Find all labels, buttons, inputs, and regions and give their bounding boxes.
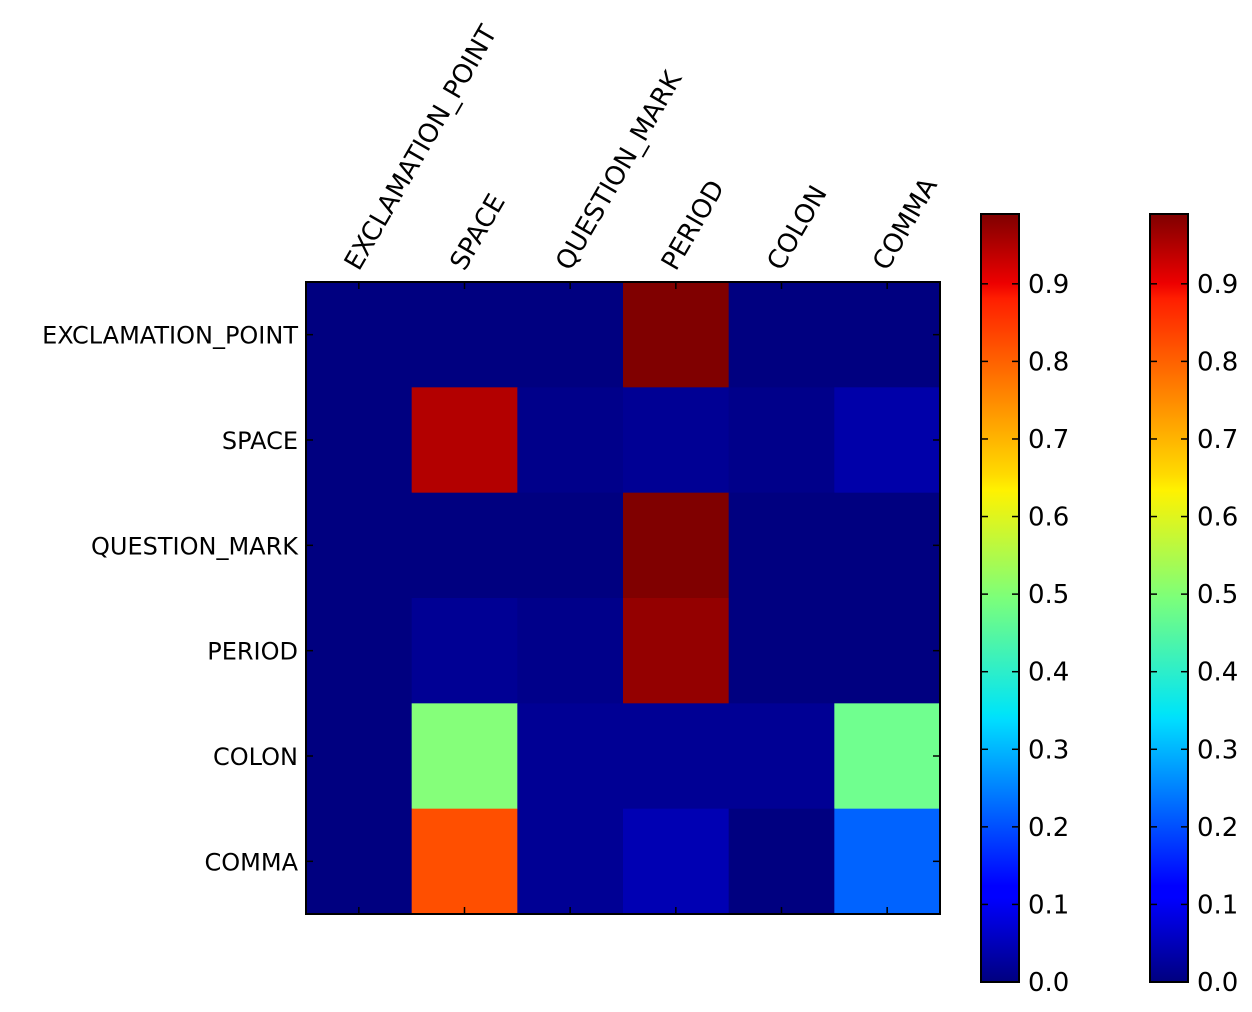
- colorbar-tick-label: 0.0: [1028, 968, 1069, 998]
- heatmap-cell: [728, 703, 835, 810]
- heatmap-cell: [834, 492, 941, 599]
- y-tick-label: QUESTION_MARK: [91, 532, 299, 560]
- heatmap-cell: [728, 598, 835, 704]
- colorbars: 0.00.10.20.30.40.50.60.70.80.90.00.10.20…: [980, 213, 1238, 998]
- y-tick-label: PERIOD: [207, 638, 298, 666]
- heatmap-cell: [411, 703, 518, 810]
- heatmap-cell: [517, 492, 624, 599]
- heatmap-cell: [517, 808, 624, 915]
- y-tick-label: SPACE: [222, 427, 298, 455]
- colorbar-tick-label: 0.2: [1197, 813, 1238, 843]
- y-tick-label: EXCLAMATION_POINT: [42, 322, 298, 350]
- colorbar-tick-label: 0.4: [1197, 658, 1238, 688]
- x-tick-label: COLON: [762, 181, 834, 276]
- heatmap-cell: [411, 808, 518, 915]
- heatmap-cell: [517, 387, 624, 494]
- heatmap-cell: [517, 598, 624, 704]
- colorbar: 0.0 0.1 0.2 0.3 0.4 0.5 0.6 0.7 0.8 0.9: [980, 213, 1069, 998]
- heatmap-cell: [834, 703, 941, 810]
- colorbar-tick-label: 0.5: [1197, 580, 1238, 610]
- plot-frame: [305, 281, 941, 915]
- heatmap-cell: [306, 598, 413, 704]
- y-tick-label: COMMA: [205, 848, 299, 876]
- y-axis-ticks: EXCLAMATION_POINT SPACE QUESTION_MARK PERIO…: [42, 322, 940, 876]
- colorbar-tick-label: 0.7: [1028, 425, 1069, 455]
- heatmap-cell: [728, 387, 835, 494]
- colorbar-tick-label: 0.7: [1197, 425, 1238, 455]
- heatmap-cell: [728, 492, 835, 599]
- heatmap-cell: [306, 492, 413, 599]
- colorbar-tick-label: 0.0: [1197, 968, 1238, 998]
- heatmap-cell: [834, 282, 941, 388]
- heatmap-cell: [728, 282, 835, 388]
- colorbar: 0.0 0.1 0.2 0.3 0.4 0.5 0.6 0.7 0.8 0.9: [1149, 213, 1238, 998]
- colorbar-tick-label: 0.5: [1028, 580, 1069, 610]
- colorbar-tick-label: 0.8: [1197, 347, 1238, 377]
- x-tick-label: PERIOD: [656, 175, 731, 275]
- heatmap-cells: [306, 282, 941, 915]
- colorbar-tick-label: 0.3: [1197, 735, 1238, 765]
- heatmap-cell: [623, 387, 730, 494]
- colorbar-tick-label: 0.1: [1028, 890, 1069, 920]
- heatmap-cell: [834, 598, 941, 704]
- heatmap-cell: [306, 703, 413, 810]
- colorbar-gradient: [1149, 213, 1189, 983]
- x-tick-label: SPACE: [445, 189, 512, 275]
- colorbar-tick-label: 0.8: [1028, 347, 1069, 377]
- heatmap-cell: [834, 808, 941, 915]
- heatmap-cell: [834, 387, 941, 494]
- colorbar-tick-label: 0.6: [1197, 503, 1238, 533]
- heatmap-cell: [306, 282, 413, 388]
- x-tick-label: COMMA: [867, 173, 944, 276]
- heatmap-cell: [623, 703, 730, 810]
- heatmap-cell: [411, 282, 518, 388]
- heatmap-cell: [623, 598, 730, 704]
- heatmap-cell: [623, 808, 730, 915]
- colorbar-tick-label: 0.2: [1028, 813, 1069, 843]
- heatmap-cell: [306, 387, 413, 494]
- y-tick-label: COLON: [213, 743, 298, 771]
- colorbar-tick-label: 0.1: [1197, 890, 1238, 920]
- heatmap-cell: [411, 492, 518, 599]
- heatmap-cell: [411, 387, 518, 494]
- colorbar-tick-label: 0.3: [1028, 735, 1069, 765]
- heatmap-cell: [517, 703, 624, 810]
- heatmap-cell: [728, 808, 835, 915]
- colorbar-tick-label: 0.4: [1028, 658, 1069, 688]
- heatmap-cell: [411, 598, 518, 704]
- colorbar-tick-label: 0.9: [1028, 270, 1069, 300]
- heatmap-cell: [517, 282, 624, 388]
- heatmap-cell: [623, 492, 730, 599]
- colorbar-tick-label: 0.6: [1028, 503, 1069, 533]
- heatmap-cell: [623, 282, 730, 388]
- colorbar-tick-label: 0.9: [1197, 270, 1238, 300]
- colorbar-gradient: [980, 213, 1020, 983]
- heatmap-cell: [306, 808, 413, 915]
